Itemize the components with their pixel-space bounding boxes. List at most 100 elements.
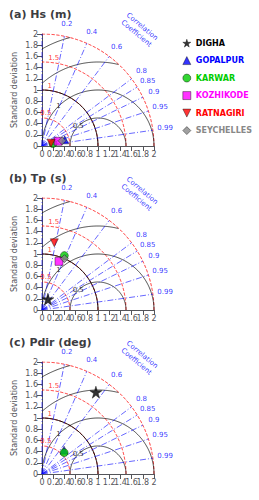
svg-text:(b) Tp (s): (b) Tp (s) [9, 172, 67, 185]
svg-text:1.5: 1.5 [48, 382, 59, 390]
svg-text:0.4: 0.4 [86, 356, 98, 364]
svg-text:1.8: 1.8 [136, 478, 149, 487]
svg-text:DIGHA: DIGHA [196, 39, 226, 48]
svg-text:0.4: 0.4 [86, 192, 98, 200]
svg-text:1.5: 1.5 [48, 54, 59, 62]
svg-text:Coefficient: Coefficient [119, 182, 153, 212]
svg-text:RATNAGIRI: RATNAGIRI [196, 109, 245, 118]
svg-text:0.6: 0.6 [25, 108, 38, 117]
svg-text:2: 2 [151, 314, 156, 323]
svg-text:1.8: 1.8 [25, 41, 38, 50]
svg-text:1.8: 1.8 [136, 150, 149, 159]
svg-text:Standard deviation: Standard deviation [10, 52, 19, 128]
svg-text:0.6: 0.6 [111, 207, 123, 215]
svg-text:1.8: 1.8 [25, 205, 38, 214]
svg-text:Standard deviation: Standard deviation [10, 380, 19, 456]
svg-text:1.6: 1.6 [25, 52, 38, 61]
svg-text:1.8: 1.8 [136, 314, 149, 323]
svg-text:1.4: 1.4 [25, 391, 38, 400]
svg-text:0.95: 0.95 [152, 103, 168, 111]
svg-text:0.8: 0.8 [136, 395, 147, 403]
svg-text:0.2: 0.2 [61, 184, 72, 192]
svg-text:0.8: 0.8 [25, 261, 38, 270]
svg-text:0.99: 0.99 [157, 452, 173, 460]
svg-text:0: 0 [33, 306, 38, 315]
svg-text:0.2: 0.2 [25, 294, 38, 303]
svg-text:1.6: 1.6 [25, 380, 38, 389]
svg-text:1: 1 [33, 86, 38, 95]
svg-text:0.6: 0.6 [111, 371, 123, 379]
svg-text:1: 1 [33, 250, 38, 259]
svg-text:0.5: 0.5 [73, 286, 84, 294]
svg-text:0.85: 0.85 [140, 241, 156, 249]
svg-text:0.99: 0.99 [157, 288, 173, 296]
svg-text:0.4: 0.4 [25, 283, 38, 292]
svg-text:Coefficient: Coefficient [119, 18, 153, 48]
svg-text:0.5: 0.5 [73, 122, 84, 130]
svg-text:0.99: 0.99 [157, 124, 173, 132]
svg-text:1: 1 [48, 410, 52, 418]
svg-text:(c) Pdir (deg): (c) Pdir (deg) [9, 336, 92, 349]
svg-text:0.9: 0.9 [148, 416, 159, 424]
svg-text:1.8: 1.8 [25, 369, 38, 378]
svg-text:KOZHIKODE: KOZHIKODE [196, 91, 249, 100]
svg-text:1: 1 [95, 150, 100, 159]
svg-text:1.2: 1.2 [25, 238, 38, 247]
svg-text:1: 1 [95, 478, 100, 487]
svg-text:0.2: 0.2 [61, 348, 72, 356]
svg-text:0.2: 0.2 [61, 20, 72, 28]
svg-text:0.6: 0.6 [25, 436, 38, 445]
svg-text:0.8: 0.8 [25, 97, 38, 106]
svg-text:1: 1 [48, 82, 52, 90]
svg-text:0.6: 0.6 [111, 43, 123, 51]
svg-text:0.2: 0.2 [25, 130, 38, 139]
svg-text:Coefficient: Coefficient [119, 346, 153, 376]
svg-text:0: 0 [33, 142, 38, 151]
svg-text:1.4: 1.4 [25, 63, 38, 72]
svg-text:0: 0 [33, 470, 38, 479]
svg-text:0.2: 0.2 [25, 458, 38, 467]
svg-text:0.85: 0.85 [140, 77, 156, 85]
svg-text:0.8: 0.8 [80, 150, 93, 159]
svg-text:0: 0 [39, 314, 44, 323]
svg-text:1: 1 [95, 314, 100, 323]
svg-text:GOPALPUR: GOPALPUR [196, 56, 244, 65]
svg-text:0.4: 0.4 [25, 447, 38, 456]
svg-text:0.5: 0.5 [73, 450, 84, 458]
svg-text:0.4: 0.4 [25, 119, 38, 128]
svg-text:1: 1 [56, 430, 60, 438]
svg-text:0.95: 0.95 [152, 267, 168, 275]
svg-text:1.5: 1.5 [48, 218, 59, 226]
svg-text:0.4: 0.4 [86, 28, 98, 36]
svg-text:0.8: 0.8 [80, 314, 93, 323]
svg-text:0.85: 0.85 [140, 405, 156, 413]
svg-text:KARWAR: KARWAR [196, 74, 235, 83]
svg-text:1.4: 1.4 [25, 227, 38, 236]
svg-text:0: 0 [39, 150, 44, 159]
svg-text:0.95: 0.95 [152, 431, 168, 439]
svg-text:0.5: 0.5 [40, 109, 51, 117]
svg-text:1.2: 1.2 [25, 74, 38, 83]
svg-text:1: 1 [56, 102, 60, 110]
svg-text:0.6: 0.6 [25, 272, 38, 281]
svg-text:0.8: 0.8 [136, 231, 147, 239]
svg-text:0.8: 0.8 [25, 425, 38, 434]
svg-text:1: 1 [48, 246, 52, 254]
svg-text:2: 2 [151, 478, 156, 487]
svg-text:2: 2 [33, 30, 38, 39]
svg-text:Standard deviation: Standard deviation [10, 216, 19, 292]
svg-text:0.8: 0.8 [80, 478, 93, 487]
svg-text:0.8: 0.8 [136, 67, 147, 75]
svg-text:0.5: 0.5 [40, 437, 51, 445]
svg-text:1: 1 [56, 266, 60, 274]
svg-text:0.5: 0.5 [40, 273, 51, 281]
svg-text:2: 2 [33, 194, 38, 203]
svg-text:0.9: 0.9 [148, 252, 159, 260]
svg-text:1.2: 1.2 [25, 402, 38, 411]
svg-text:2: 2 [33, 358, 38, 367]
svg-text:SEYCHELLES: SEYCHELLES [196, 126, 252, 135]
svg-text:1: 1 [33, 414, 38, 423]
svg-text:1.6: 1.6 [25, 216, 38, 225]
svg-text:2: 2 [151, 150, 156, 159]
svg-text:0: 0 [39, 478, 44, 487]
